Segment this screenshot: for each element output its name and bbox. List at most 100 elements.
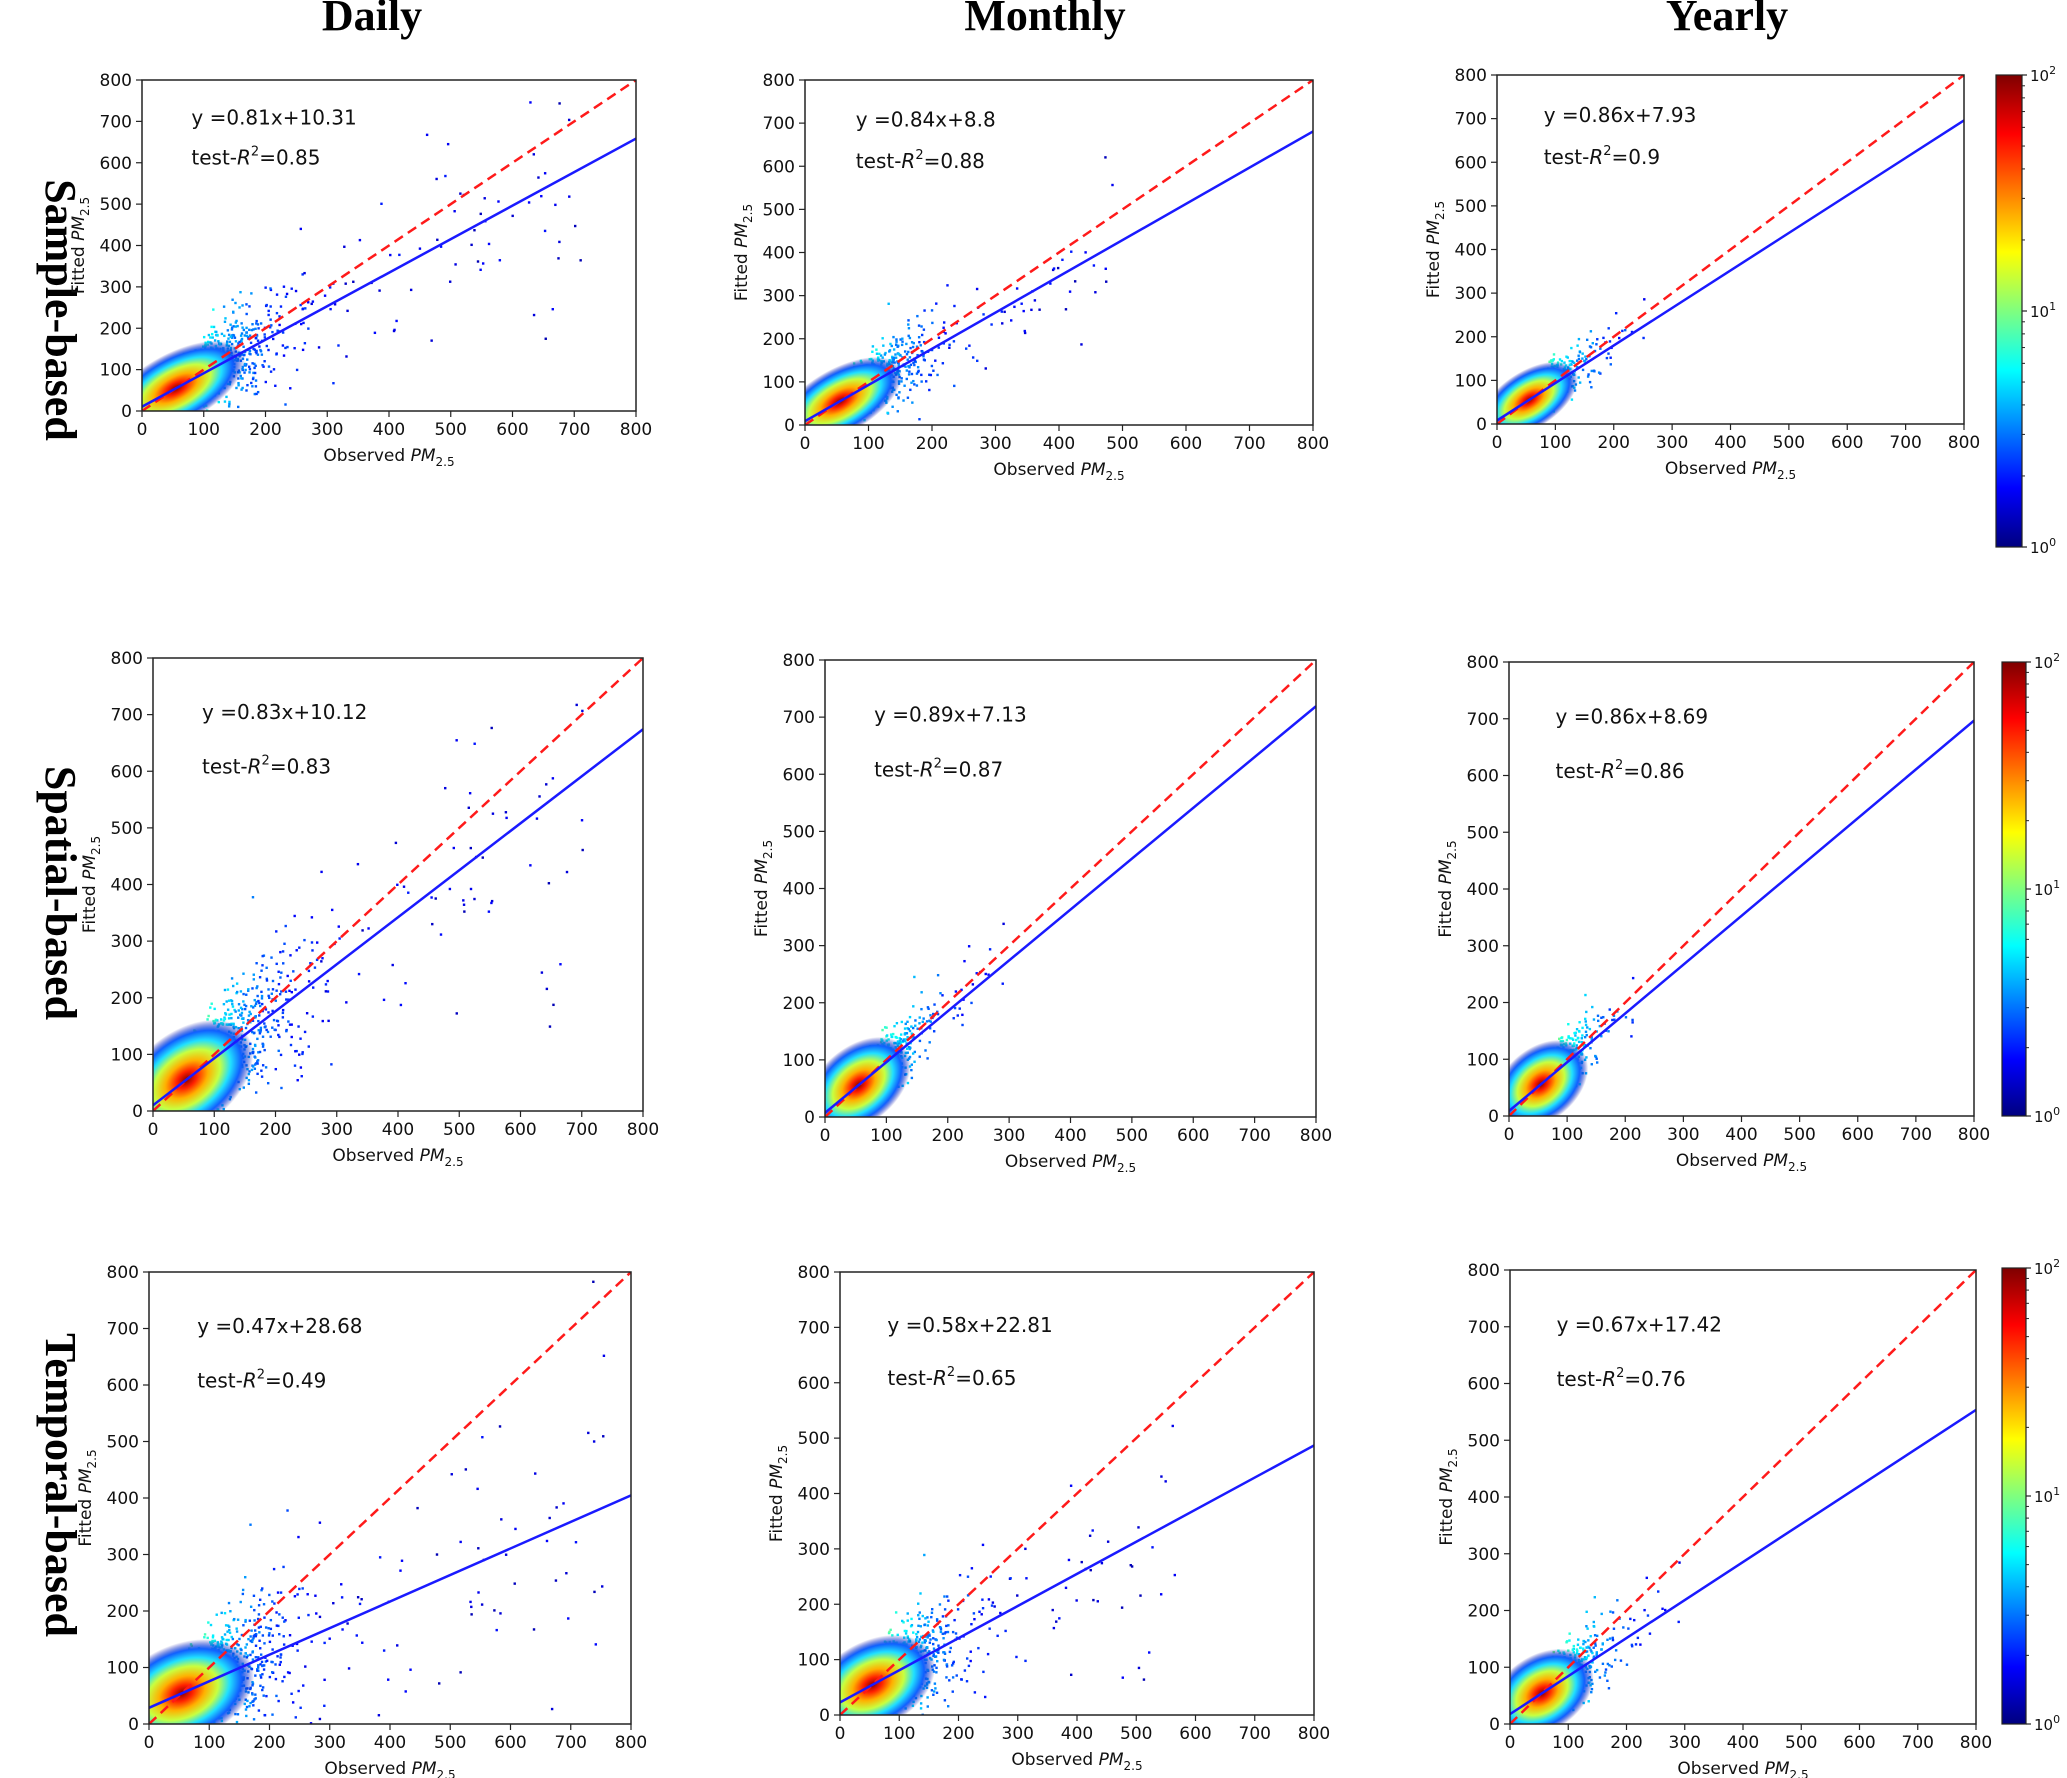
scatter-panel-r0-c0: 0010010020020030030040040050050060060070…: [69, 71, 652, 469]
scatter-point: [942, 326, 945, 329]
scatter-point: [573, 224, 577, 228]
scatter-point: [253, 371, 257, 375]
scatter-point: [253, 366, 256, 370]
scatter-point: [230, 328, 234, 331]
scatter-point: [243, 362, 247, 366]
scatter-point: [1570, 363, 1573, 366]
scatter-point: [254, 1091, 258, 1094]
scatter-point: [1068, 290, 1072, 293]
scatter-point: [289, 1043, 293, 1047]
scatter-point: [254, 1044, 257, 1048]
scatter-point: [243, 334, 247, 337]
scatter-point: [920, 325, 923, 328]
scatter-point: [269, 305, 272, 308]
scatter-point: [915, 345, 919, 348]
scatter-point: [1000, 310, 1003, 313]
scatter-point: [908, 336, 912, 340]
scatter-point: [262, 365, 265, 368]
scatter-point: [435, 177, 438, 181]
x-tick-label: 100: [852, 434, 884, 454]
scatter-point: [285, 292, 289, 296]
scatter-point: [470, 243, 473, 247]
scatter-point: [310, 302, 313, 306]
scatter-point: [446, 142, 450, 146]
scatter-point: [462, 903, 466, 906]
scatter-point: [277, 1033, 280, 1037]
scatter-point: [911, 345, 915, 349]
scatter-point: [968, 344, 971, 347]
scatter-point: [543, 172, 547, 175]
scatter-point: [279, 1053, 283, 1057]
scatter-point: [1575, 359, 1579, 362]
scatter-point: [944, 332, 947, 335]
scatter-point: [920, 380, 923, 383]
scatter-point: [320, 870, 323, 874]
scatter-point: [243, 371, 246, 374]
scatter-point: [907, 323, 910, 326]
scatter-point: [903, 384, 906, 387]
x-tick-label: 0: [1492, 433, 1503, 453]
scatter-point: [294, 1050, 297, 1053]
x-tick-label: 500: [1773, 433, 1805, 453]
scatter-point: [330, 908, 334, 912]
scatter-point: [286, 345, 289, 349]
scatter-point: [202, 335, 206, 339]
scatter-point: [323, 294, 327, 297]
scatter-point: [230, 326, 234, 329]
scatter-point: [1104, 156, 1107, 159]
scatter-point: [909, 388, 912, 392]
scatter-point: [1577, 357, 1581, 361]
scatter-point: [922, 328, 926, 331]
scatter-point: [231, 984, 235, 988]
scatter-point: [897, 396, 900, 399]
x-tick-label: 800: [1297, 434, 1329, 454]
scatter-point: [425, 133, 429, 137]
x-tick-label: 500: [435, 420, 467, 440]
scatter-point: [436, 238, 439, 242]
scatter-point: [259, 350, 263, 353]
scatter-point: [344, 282, 347, 285]
scatter-point: [305, 1012, 309, 1015]
scatter-point: [884, 351, 887, 355]
scatter-point: [923, 359, 926, 362]
scatter-point: [1577, 354, 1580, 357]
scatter-point: [294, 289, 298, 293]
scatter-point: [532, 153, 536, 156]
scatter-point: [260, 353, 264, 356]
scatter-point: [886, 411, 889, 415]
scatter-point: [259, 348, 262, 352]
scatter-point: [307, 301, 310, 304]
scatter-point: [330, 1063, 333, 1066]
scatter-point: [929, 373, 933, 377]
x-tick-label: 700: [1233, 434, 1265, 454]
scatter-point: [244, 368, 247, 372]
scatter-point: [1572, 361, 1576, 365]
scatter-point: [473, 897, 476, 901]
scatter-point: [529, 101, 532, 104]
scatter-point: [242, 992, 245, 996]
y-tick-label: 700: [763, 114, 795, 134]
plot-area: [1497, 75, 1964, 424]
scatter-point: [899, 338, 902, 341]
scatter-point: [1064, 308, 1068, 311]
x-tick-label: 200: [916, 434, 948, 454]
scatter-point: [900, 380, 903, 383]
scatter-point: [483, 197, 486, 200]
scatter-point: [311, 300, 315, 303]
scatter-point: [255, 322, 258, 325]
scatter-point: [254, 337, 258, 340]
scatter-point: [216, 333, 219, 337]
scatter-point: [924, 380, 928, 383]
scatter-point: [1599, 347, 1602, 350]
scatter-point: [1566, 356, 1569, 359]
scatter-point: [1013, 305, 1016, 309]
scatter-point: [895, 340, 898, 343]
scatter-point: [234, 301, 237, 305]
scatter-point: [453, 210, 456, 213]
scatter-point: [931, 321, 934, 325]
scatter-point: [266, 1030, 270, 1034]
row-title-temporal-based: Temporal-based: [36, 1333, 85, 1637]
scatter-point: [228, 340, 232, 344]
scatter-point: [916, 314, 919, 318]
scatter-point: [251, 323, 254, 326]
